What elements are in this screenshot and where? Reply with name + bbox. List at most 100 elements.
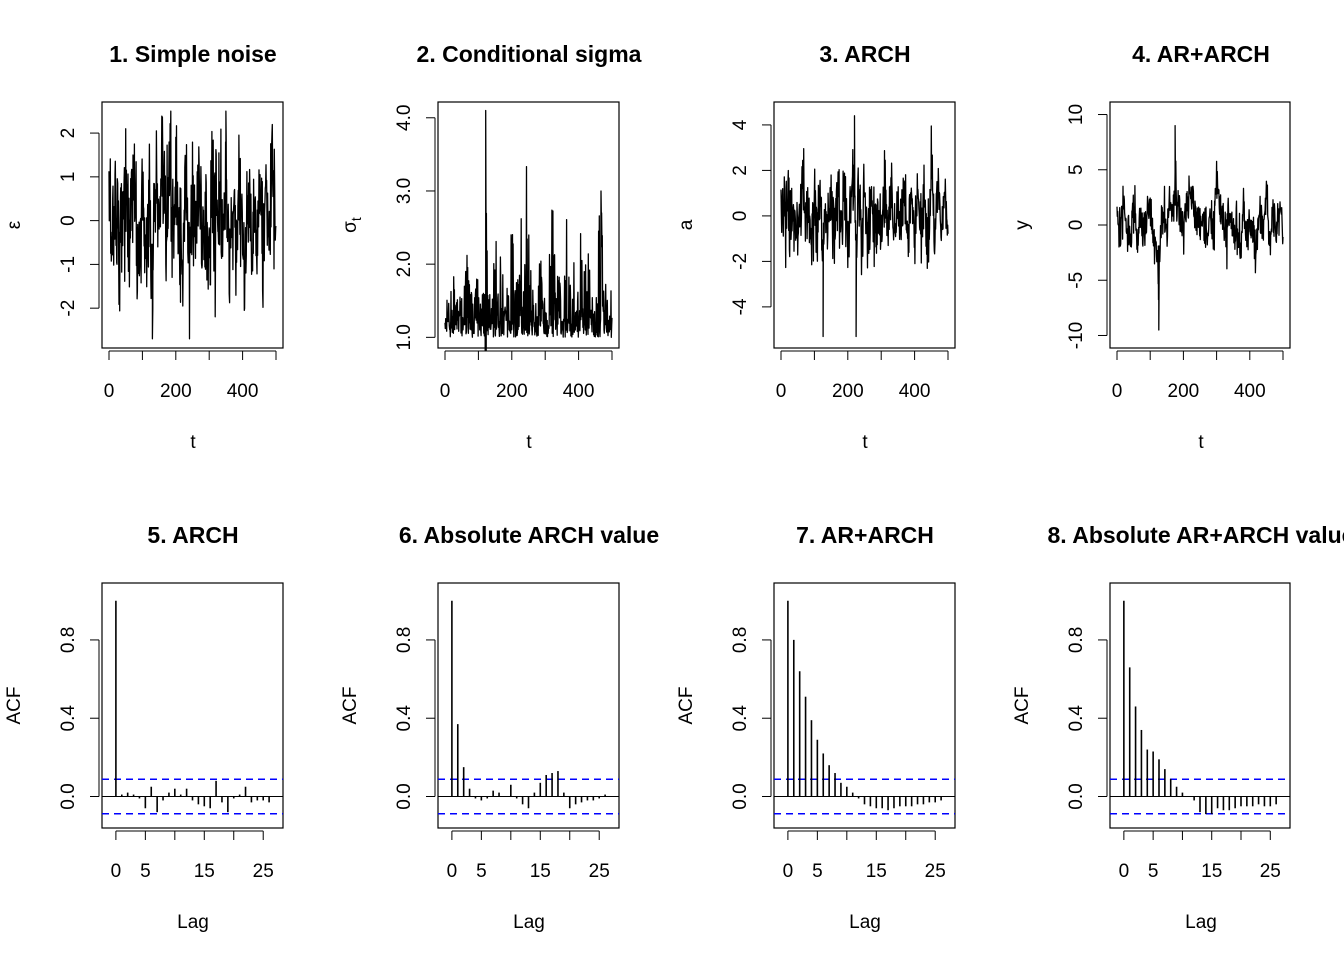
- y-axis: 0.0 0.4 0.8: [730, 627, 772, 810]
- chart-title: 3. ARCH: [819, 41, 910, 67]
- x-axis-label: t: [1198, 432, 1204, 453]
- x-tick-label: 15: [866, 861, 887, 882]
- x-axis: 0 5 15 25: [783, 830, 946, 882]
- panel-1: 1. Simple noise t ε 0 200 400 -2 -1 0 1 2: [4, 41, 284, 453]
- plot-frame: [773, 582, 956, 829]
- x-tick-label: 15: [194, 861, 215, 882]
- x-tick-label: 0: [447, 861, 458, 882]
- y-axis-label: ACF: [340, 687, 361, 725]
- y-tick-label: -5: [1066, 272, 1087, 289]
- x-tick-label: 0: [104, 381, 115, 402]
- x-tick-label: 5: [476, 861, 487, 882]
- x-tick-label: 200: [496, 381, 528, 402]
- y-tick-label: 3.0: [394, 178, 415, 204]
- x-tick-label: 5: [1148, 861, 1159, 882]
- y-axis: 0.0 0.4 0.8: [58, 627, 100, 810]
- chart-title: 2. Conditional sigma: [417, 41, 642, 67]
- x-tick-label: 400: [1234, 381, 1266, 402]
- x-tick-label: 0: [776, 381, 787, 402]
- x-tick-label: 400: [899, 381, 931, 402]
- y-tick-label: -2: [58, 300, 79, 317]
- x-axis: 0 200 400: [104, 350, 277, 402]
- y-axis-label: ACF: [4, 687, 25, 725]
- y-tick-label: 2: [730, 165, 751, 176]
- panel-3: 3. ARCH t a 0 200 400 -4 -2 0 2 4: [676, 41, 956, 453]
- y-tick-label: 1.0: [394, 324, 415, 350]
- series-line: [1116, 124, 1284, 331]
- x-tick-label: 400: [563, 381, 595, 402]
- chart-title: 4. AR+ARCH: [1132, 41, 1270, 67]
- chart-title: 7. AR+ARCH: [796, 522, 934, 548]
- x-tick-label: 400: [227, 381, 259, 402]
- y-axis: 0.0 0.4 0.8: [1066, 627, 1108, 810]
- y-tick-label: 5: [1066, 164, 1087, 175]
- x-axis: 0 5 15 25: [1119, 830, 1281, 882]
- chart-title: 1. Simple noise: [109, 41, 276, 67]
- y-tick-label: 0.4: [730, 705, 751, 732]
- y-tick-label: 0.0: [730, 783, 751, 809]
- panel-4: 4. AR+ARCH t y 0 200 400 -10 -5 0 5 10: [1012, 41, 1291, 453]
- x-tick-label: 0: [783, 861, 794, 882]
- x-axis-label: Lag: [177, 912, 209, 933]
- plot-frame: [1109, 101, 1291, 349]
- y-tick-label: 4.0: [394, 105, 415, 131]
- y-axis: -4 -2 0 2 4: [730, 119, 772, 315]
- y-axis-label: ε: [4, 220, 25, 229]
- x-tick-label: 0: [111, 861, 122, 882]
- y-tick-label: -1: [58, 256, 79, 273]
- y-tick-label: 0: [1066, 220, 1087, 231]
- x-tick-label: 15: [1201, 861, 1222, 882]
- x-tick-label: 0: [1119, 861, 1130, 882]
- y-axis-label: ACF: [676, 687, 697, 725]
- x-axis: 0 200 400: [776, 350, 949, 402]
- x-tick-label: 200: [1168, 381, 1200, 402]
- x-axis-label: Lag: [513, 912, 545, 933]
- y-axis-label: ACF: [1012, 687, 1033, 725]
- x-tick-label: 5: [812, 861, 823, 882]
- panel-5: 5. ARCH Lag ACF 0 5 15 25 0.0 0.4 0.8: [4, 522, 284, 933]
- y-tick-label: 0: [58, 215, 79, 226]
- x-tick-label: 15: [530, 861, 551, 882]
- plot-frame: [1109, 582, 1291, 829]
- y-tick-label: 0.4: [58, 705, 79, 732]
- y-axis: 0.0 0.4 0.8: [394, 627, 436, 810]
- x-axis-label: t: [190, 432, 196, 453]
- x-axis: 0 200 400: [440, 350, 613, 402]
- x-tick-label: 0: [1112, 381, 1123, 402]
- x-axis: 0 200 400: [1112, 350, 1284, 402]
- y-tick-label: 2: [58, 128, 79, 139]
- series-line: [108, 110, 277, 340]
- y-tick-label: -4: [730, 298, 751, 315]
- plot-frame: [437, 101, 620, 349]
- x-tick-label: 25: [1260, 861, 1281, 882]
- y-tick-label: 10: [1066, 104, 1087, 125]
- plot-frame: [101, 582, 284, 829]
- panel-8: 8. Absolute AR+ARCH value Lag ACF 0 5 15 25 0.0…: [1012, 522, 1344, 933]
- x-tick-label: 25: [589, 861, 610, 882]
- y-axis-label-sub: t: [348, 217, 364, 221]
- x-tick-label: 200: [832, 381, 864, 402]
- y-tick-label: 4: [730, 119, 751, 130]
- plot-frame: [101, 101, 284, 349]
- y-tick-label: -10: [1066, 322, 1087, 349]
- x-axis: 0 5 15 25: [447, 830, 610, 882]
- y-tick-label: 0.4: [1066, 705, 1087, 732]
- y-tick-label: 0.8: [394, 627, 415, 653]
- y-tick-label: 2.0: [394, 251, 415, 277]
- y-tick-label: 0.0: [58, 783, 79, 809]
- series-line: [444, 109, 613, 352]
- x-axis-label: t: [526, 432, 532, 453]
- y-tick-label: -2: [730, 253, 751, 270]
- x-tick-label: 200: [160, 381, 192, 402]
- plot-frame: [437, 582, 620, 829]
- y-tick-label: 1: [58, 172, 79, 183]
- panel-6: 6. Absolute ARCH value Lag ACF 0 5 15 25 0.0 0.4…: [340, 522, 659, 933]
- y-tick-label: 0.4: [394, 705, 415, 732]
- x-axis-label: Lag: [1185, 912, 1217, 933]
- y-axis-label: a: [676, 219, 697, 230]
- y-tick-label: 0.8: [730, 627, 751, 653]
- y-tick-label: 0.8: [1066, 627, 1087, 653]
- y-tick-label: 0: [730, 211, 751, 222]
